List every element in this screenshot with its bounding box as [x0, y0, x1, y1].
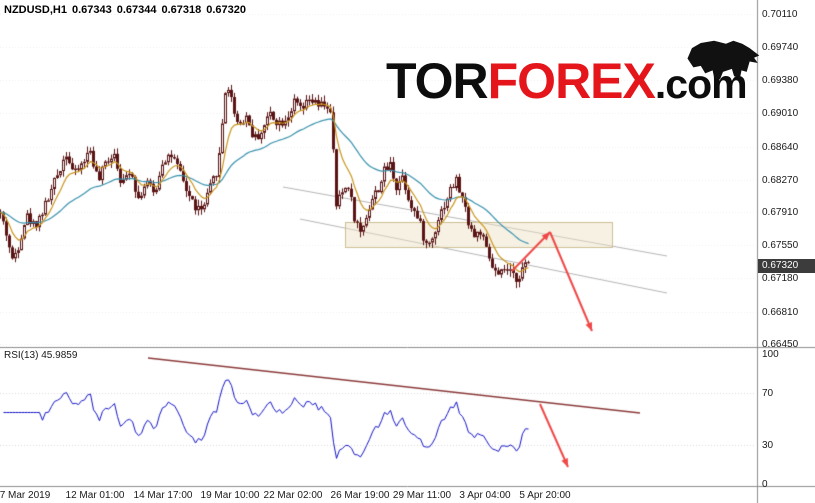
time-axis-label: 29 Mar 11:00: [392, 490, 452, 501]
logo-forex-text: FOREX: [487, 53, 656, 109]
price-axis-label: 0.68270: [762, 174, 799, 186]
rsi-axis-label: 30: [762, 440, 774, 451]
price-axis-label: 0.67180: [762, 273, 799, 285]
rsi-axis-label: 100: [762, 349, 779, 360]
time-axis-label: 14 Mar 17:00: [133, 490, 193, 501]
current-price-badge: 0.67320: [758, 258, 815, 273]
torforex-logo: TORFOREX.com: [386, 40, 760, 109]
price-axis-label: 0.69010: [762, 108, 799, 120]
price-axis-label: 0.67550: [762, 239, 799, 251]
price-axis-label: 0.68640: [762, 141, 799, 153]
time-axis-label: 12 Mar 01:00: [65, 490, 125, 501]
price-axis-label: 0.70110: [762, 9, 798, 20]
symbol-info: NZDUSD,H1 0.67343 0.67344 0.67318 0.67320: [4, 4, 251, 16]
time-axis-label: 7 Mar 2019: [0, 490, 51, 501]
quote-high: 0.67344: [116, 4, 157, 16]
bear-icon: [687, 40, 760, 80]
price-axis-label: 0.66810: [762, 306, 799, 318]
rsi-indicator-label: RSI(13) 45.9859: [4, 350, 78, 361]
time-axis-label: 26 Mar 19:00: [330, 490, 390, 501]
symbol-timeframe-label: NZDUSD,H1: [4, 4, 67, 16]
quote-open: 0.67343: [71, 4, 112, 16]
logo-com-text: .com: [654, 61, 748, 107]
price-axis-label: 0.69740: [762, 42, 799, 54]
time-axis-label: 3 Apr 04:00: [459, 490, 511, 501]
price-axis-label: 0.66450: [762, 339, 799, 350]
quote-low: 0.67318: [161, 4, 202, 16]
time-axis-label: 22 Mar 02:00: [263, 490, 323, 501]
time-axis-label: 19 Mar 10:00: [200, 490, 260, 501]
quote-close: 0.67320: [206, 4, 247, 16]
price-axis-label: 0.67910: [762, 207, 799, 219]
price-axis-label: 0.69380: [762, 74, 799, 86]
time-axis-label: 5 Apr 20:00: [519, 490, 571, 501]
logo-tor-text: TOR: [386, 53, 489, 109]
rsi-axis-label: 70: [762, 388, 774, 399]
rsi-axis-label: 0: [762, 479, 768, 490]
